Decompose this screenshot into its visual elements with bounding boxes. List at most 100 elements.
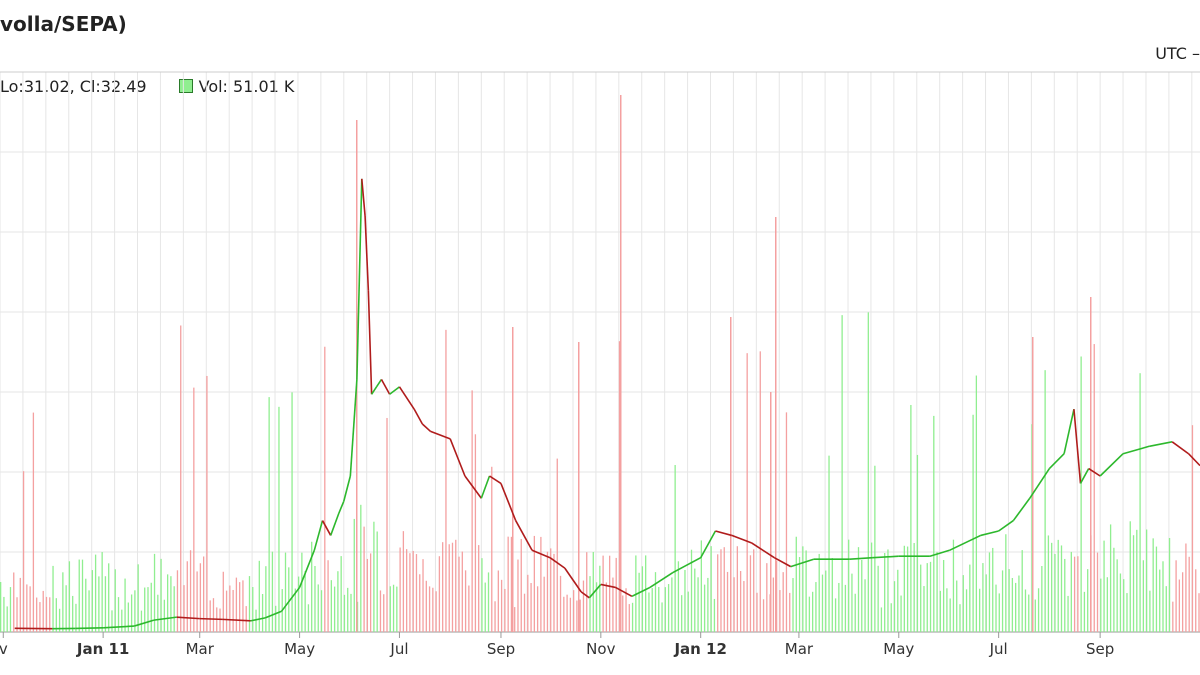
volume-bar (818, 553, 820, 632)
price-segment (531, 549, 551, 559)
volume-bar (1054, 553, 1056, 632)
volume-bar (271, 551, 274, 632)
volume-bar (648, 592, 650, 632)
volume-bar (661, 602, 663, 632)
price-segment (222, 618, 251, 622)
volume-bar (49, 597, 51, 632)
volume-bar (78, 559, 80, 632)
price-segment (280, 586, 301, 612)
volume-bar (770, 392, 772, 632)
volume-bar (569, 597, 572, 632)
volume-bar (1191, 425, 1194, 632)
volume-bar (402, 531, 405, 632)
volume-bar (972, 414, 974, 632)
volume-bar (550, 548, 552, 632)
price-segment (338, 500, 345, 514)
volume-bar (242, 580, 244, 632)
volume-bar (1087, 569, 1089, 632)
volume-bar (985, 574, 987, 632)
volume-bar (1090, 297, 1092, 632)
volume-bar (867, 312, 869, 632)
price-segment (413, 408, 424, 425)
volume-bar (471, 390, 473, 632)
volume-bar (1021, 550, 1023, 632)
volume-bar (703, 584, 706, 632)
volume-bar (484, 582, 486, 632)
price-segment (1073, 409, 1082, 484)
volume-bar (612, 577, 614, 632)
volume-bar (510, 536, 513, 632)
volume-bar (130, 594, 133, 632)
timezone-selector[interactable]: UTC – (1155, 44, 1200, 63)
grid-lines (0, 71, 1200, 633)
volume-bar (373, 521, 375, 632)
volume-bar (831, 558, 833, 632)
volume-bar (464, 570, 467, 632)
volume-bar (166, 574, 169, 632)
volume-bar (137, 564, 139, 632)
volume-bar (409, 553, 411, 632)
volume-bar (864, 579, 866, 632)
volume-bar (478, 545, 480, 632)
volume-bar (910, 404, 912, 632)
volume-bar (536, 586, 539, 632)
price-segment (514, 520, 533, 551)
price-segment (549, 557, 566, 569)
volume-bar (399, 547, 401, 632)
volume-bar (1152, 538, 1154, 632)
volume-bar (775, 217, 777, 632)
volume-bar (389, 586, 391, 632)
volume-bar (189, 550, 192, 632)
volume-bar (16, 597, 18, 632)
volume-bar (870, 542, 873, 632)
volume-bar (514, 607, 516, 632)
volume-bar (1181, 572, 1184, 632)
volume-bar (1096, 552, 1099, 632)
volume-bar (982, 563, 984, 632)
volume-bar (294, 588, 296, 632)
price-segment (1063, 408, 1075, 454)
volume-bar (572, 590, 575, 632)
price-segment (361, 178, 366, 217)
volume-bar (468, 585, 470, 632)
volume-bar (26, 584, 28, 632)
volume-bar (320, 590, 323, 632)
volume-bar (1080, 356, 1082, 632)
volume-bar (186, 561, 188, 632)
volume-bar (1132, 535, 1135, 632)
volume-bar (664, 587, 666, 632)
volume-bar (880, 607, 883, 632)
price-segment (1048, 453, 1065, 470)
volume-bar (579, 599, 581, 632)
volume-bar (1008, 569, 1010, 632)
volume-bar (828, 455, 830, 632)
price-segment (1012, 497, 1031, 522)
volume-bar (219, 608, 221, 632)
volume-bar (180, 325, 182, 632)
price-segment (564, 567, 582, 593)
volume-bar (1103, 540, 1105, 632)
volume-bar (792, 578, 794, 632)
volume-bar (749, 555, 752, 632)
volume-bar (956, 580, 958, 632)
volume-bar (1142, 560, 1145, 632)
volume-bar (1005, 534, 1007, 632)
volume-bar (795, 536, 797, 632)
volume-bar (962, 575, 964, 632)
volume-bar (22, 471, 25, 632)
volume-bar (618, 341, 621, 632)
volume-bar (183, 585, 185, 632)
volume-bar (681, 595, 683, 632)
volume-bar (802, 546, 804, 632)
price-segment (199, 617, 223, 621)
price-segment (250, 617, 266, 622)
volume-bar (284, 552, 287, 632)
volume-bar (235, 577, 238, 632)
volume-bar (841, 315, 843, 632)
volume-bar (360, 504, 362, 632)
volume-bar (939, 590, 941, 632)
volume-bar (1041, 566, 1043, 632)
chart-legend: Lo:31.02, Cl:32.49 Vol: 51.01 K (0, 76, 294, 96)
volume-bar (104, 576, 107, 632)
